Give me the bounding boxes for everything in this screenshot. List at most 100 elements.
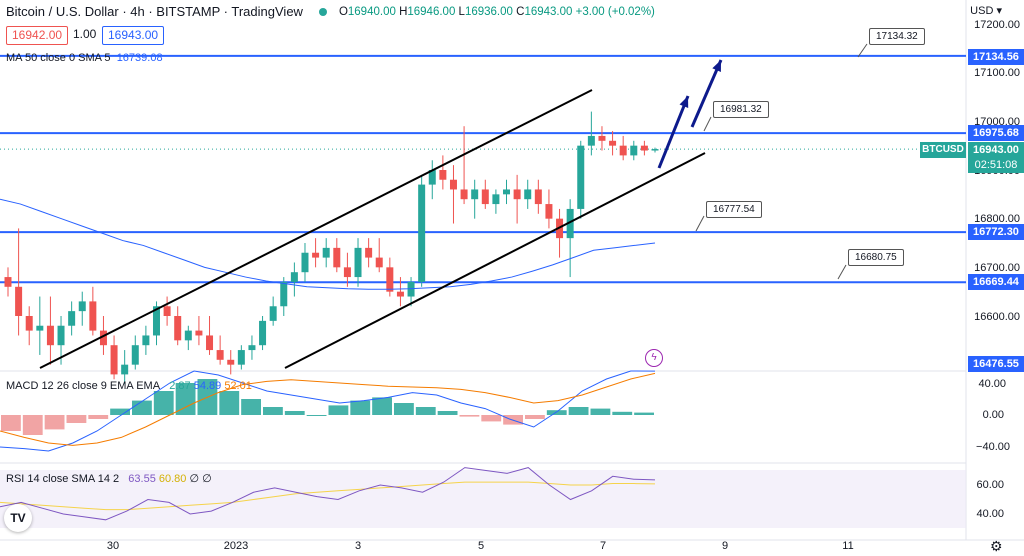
macd-histogram-bar: [481, 415, 502, 422]
projection-arrow: [690, 59, 723, 128]
tradingview-logo-icon[interactable]: TV: [4, 504, 32, 532]
settings-gear-icon[interactable]: ⚙: [990, 538, 1003, 554]
candle-body: [630, 145, 638, 156]
candle-body: [78, 301, 86, 312]
currency-selector[interactable]: USD ▾: [970, 5, 1002, 17]
candle-body: [365, 247, 373, 258]
macd-legend[interactable]: MACD 12 26 close 9 EMA EMA 2.87 54.89 52…: [6, 380, 252, 392]
buy-price-button[interactable]: 16943.00: [102, 26, 165, 45]
candle-body: [25, 316, 33, 331]
candle-body: [386, 267, 394, 292]
rsi-tick: 40.00: [976, 508, 1004, 520]
candle-body: [227, 359, 235, 365]
channel-upper-line: [39, 89, 593, 369]
rsi-legend[interactable]: RSI 14 close SMA 14 2 63.55 60.80 ∅ ∅: [6, 473, 212, 485]
price-callout[interactable]: 17134.32: [869, 28, 925, 45]
candle-body: [333, 247, 341, 268]
level-label[interactable]: 16669.44: [968, 274, 1024, 290]
macd-line: [0, 370, 656, 452]
candle-body: [195, 330, 203, 336]
projection-arrowhead: [712, 60, 721, 72]
candle-body: [598, 135, 606, 141]
last-price-label: 16943.00: [968, 142, 1024, 158]
price-tick: 16700.00: [974, 262, 1020, 274]
macd-histogram-bar: [546, 410, 567, 415]
low-price-label[interactable]: 16476.55: [968, 356, 1024, 372]
candle-body: [609, 140, 617, 146]
candle-body: [449, 179, 457, 190]
candle-body: [237, 350, 245, 365]
macd-tick: −40.00: [976, 441, 1010, 453]
candle-body: [142, 335, 150, 346]
ohlc-readout: O16940.00 H16946.00 L16936.00 C16943.00 …: [338, 5, 655, 18]
bar-countdown: 02:51:08: [968, 157, 1024, 173]
projection-arrowhead: [679, 96, 689, 108]
candle-body: [290, 272, 298, 282]
candle-body: [248, 345, 256, 351]
macd-tick: 0.00: [982, 409, 1004, 421]
callout-leader: [857, 43, 868, 58]
candle-body: [68, 311, 76, 326]
price-tick: 16800.00: [974, 213, 1020, 225]
candle-body: [513, 189, 521, 200]
chart-header: Bitcoin / U.S. Dollar · 4h · BITSTAMP · …: [6, 4, 655, 19]
macd-histogram-bar: [612, 411, 633, 415]
time-tick: 30: [106, 540, 120, 552]
price-tick: 17100.00: [974, 67, 1020, 79]
macd-histogram-bar: [263, 407, 283, 415]
macd-histogram-bar: [328, 405, 349, 415]
candle-body: [619, 145, 627, 156]
time-tick: 7: [599, 540, 607, 552]
macd-histogram-bar: [350, 400, 371, 415]
time-tick: 11: [842, 540, 854, 552]
market-status-icon: [318, 7, 327, 16]
event-lightning-icon[interactable]: ϟ: [645, 349, 663, 367]
macd-histogram-bar: [415, 407, 436, 415]
candle-body: [566, 208, 574, 239]
candle-body: [428, 170, 436, 185]
macd-histogram-bar: [44, 415, 65, 430]
candle-body: [354, 247, 362, 278]
time-tick: 5: [477, 540, 485, 552]
macd-histogram-bar: [284, 411, 305, 415]
candle-body: [640, 145, 648, 151]
sell-price-button[interactable]: 16942.00: [6, 26, 69, 45]
price-callout[interactable]: 16981.32: [713, 101, 769, 118]
level-label[interactable]: 16975.68: [968, 125, 1024, 141]
price-tick: 17200.00: [974, 19, 1020, 31]
candle-body: [152, 306, 160, 336]
candle-body: [407, 281, 415, 297]
level-label[interactable]: 16772.30: [968, 224, 1024, 240]
chart-title[interactable]: Bitcoin / U.S. Dollar · 4h · BITSTAMP · …: [6, 4, 303, 19]
price-callout[interactable]: 16680.75: [848, 249, 904, 266]
macd-histogram-bar: [241, 399, 261, 415]
macd-histogram-bar: [306, 415, 327, 416]
macd-signal-line: [0, 372, 656, 446]
candle-body: [206, 335, 214, 351]
macd-histogram-bar: [394, 403, 414, 415]
ma50-line: [0, 198, 656, 290]
candle-body: [131, 345, 139, 365]
candle-body: [503, 189, 511, 195]
candle-body: [184, 330, 192, 341]
ma-legend[interactable]: MA 50 close 0 SMA 5 16739.08: [6, 52, 163, 64]
symbol-badge[interactable]: BTCUSD: [920, 142, 966, 158]
projection-arrow: [657, 95, 690, 169]
macd-histogram-bar: [590, 408, 611, 415]
candle-body: [110, 345, 118, 375]
time-tick: 2023: [223, 540, 249, 552]
candle-body: [4, 277, 12, 287]
price-tick: 16600.00: [974, 311, 1020, 323]
candle-body: [534, 189, 542, 205]
level-label[interactable]: 17134.56: [968, 49, 1024, 65]
candle-body: [439, 170, 447, 180]
candle-body: [587, 135, 595, 146]
candle-body: [15, 286, 23, 316]
candle-body: [57, 325, 65, 346]
time-tick: 9: [721, 540, 729, 552]
candle-body: [460, 189, 468, 200]
price-callout[interactable]: 16777.54: [706, 201, 762, 218]
macd-histogram-bar: [1, 415, 21, 431]
macd-histogram-bar: [88, 415, 109, 419]
